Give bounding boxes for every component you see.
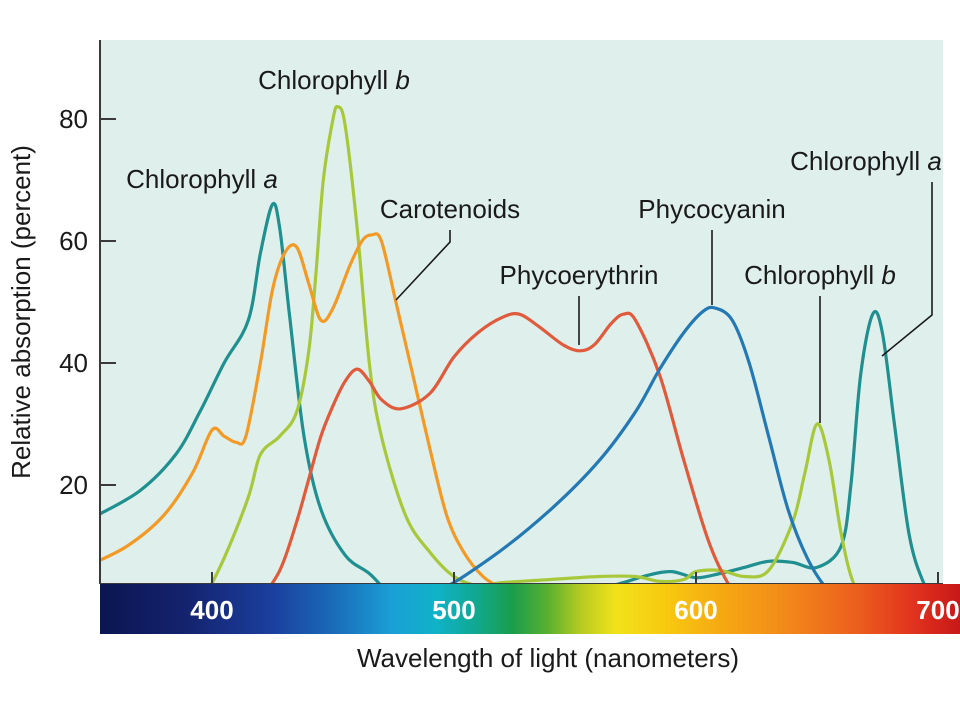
series-label-phycocyanin: Phycocyanin <box>638 194 785 224</box>
y-axis-label: Relative absorption (percent) <box>6 145 36 479</box>
x-tick-label: 400 <box>190 595 233 625</box>
series-label-chlorophyll-b: Chlorophyll b <box>744 260 896 290</box>
y-tick-label: 20 <box>59 470 88 500</box>
series-line-phycocyanin <box>448 305 825 584</box>
wavelength-spectrum-bar <box>100 584 960 634</box>
series-line-phycoerythrin <box>269 311 731 584</box>
series-layer <box>100 104 926 584</box>
x-tick-label: 600 <box>674 595 717 625</box>
y-tick-label: 40 <box>59 348 88 378</box>
annotation-layer: Chlorophyll a Chlorophyll b Carotenoids Phy… <box>126 65 942 423</box>
y-tick-label: 60 <box>59 226 88 256</box>
series-line-chlorophyll-a <box>100 201 926 584</box>
series-label-chlorophyll-b: Chlorophyll b <box>258 65 410 95</box>
series-label-chlorophyll-a: Chlorophyll a <box>126 164 278 194</box>
series-label-chlorophyll-a: Chlorophyll a <box>790 146 942 176</box>
label-leader-line <box>881 182 933 357</box>
series-line-carotenoids <box>100 232 497 584</box>
y-tick-label: 80 <box>59 104 88 134</box>
series-label-carotenoids: Carotenoids <box>380 194 520 224</box>
x-tick-label: 500 <box>432 595 475 625</box>
label-leader-line <box>395 230 451 301</box>
x-tick-label: 700 <box>916 595 959 625</box>
series-label-phycoerythrin: Phycoerythrin <box>500 260 659 290</box>
plot-area <box>100 40 943 584</box>
x-axis-label: Wavelength of light (nanometers) <box>357 643 739 673</box>
